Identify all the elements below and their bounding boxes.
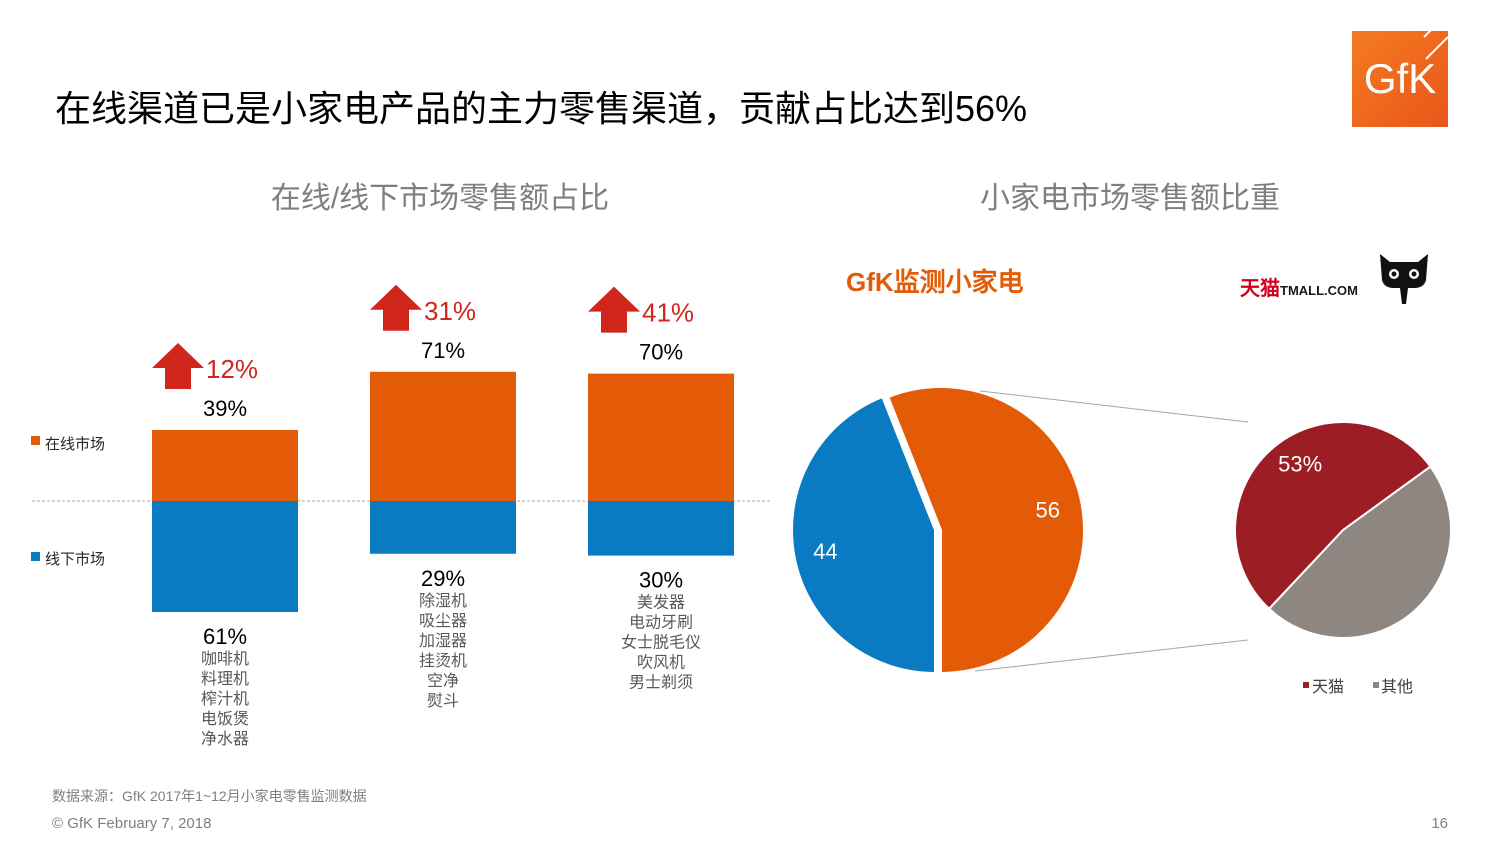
category-item-label: 女士脱毛仪 <box>621 633 701 652</box>
pie-slice-other <box>1267 465 1452 639</box>
source-note: 数据来源：GfK 2017年1~12月小家电零售监测数据 <box>52 788 367 804</box>
right-panel-subtitle: GfK监测小家电 <box>846 267 1024 297</box>
growth-arrow-icon <box>588 286 640 333</box>
category-item-label: 电饭煲 <box>201 710 249 728</box>
connector-line-top <box>979 390 1249 423</box>
pie-gfk-small-appliance: 56 44 <box>791 386 1085 675</box>
legend-online-swatch <box>31 436 40 445</box>
pie-label-tmall: 53% <box>1278 451 1322 476</box>
offline-value-label: 29% <box>421 566 465 591</box>
slide-title: 在线渠道已是小家电产品的主力零售渠道，贡献占比达到56% <box>55 88 1028 129</box>
page-number: 16 <box>1431 815 1448 832</box>
offline-value-label: 61% <box>203 624 247 649</box>
category-item-label: 吹风机 <box>637 654 685 672</box>
category-item-label: 空净 <box>427 672 459 690</box>
connector-line-bottom <box>974 639 1249 672</box>
pie-label-offline: 44 <box>813 539 837 564</box>
pie-slice-tmall <box>1234 421 1432 611</box>
category-item-label: 咖啡机 <box>201 650 249 668</box>
legend-other-swatch <box>1373 682 1379 688</box>
footer-copyright: © GfK February 7, 2018 <box>52 815 212 832</box>
pie-label-online: 56 <box>1036 498 1060 523</box>
left-panel-title: 在线/线下市场零售额占比 <box>270 182 610 215</box>
pie-tmall-share: 53% <box>1234 421 1452 639</box>
growth-label: 12% <box>206 354 258 384</box>
category-item-label: 加湿器 <box>419 632 467 650</box>
legend-offline-swatch <box>31 552 40 561</box>
bar-online <box>152 430 298 501</box>
tmall-logo-latin: TMALL.COM <box>1280 283 1358 298</box>
bar-offline <box>370 501 516 554</box>
legend-online-label: 在线市场 <box>45 436 105 453</box>
legend-tmall-label: 天猫 <box>1312 678 1344 696</box>
right-panel-title: 小家电市场零售额比重 <box>980 182 1280 215</box>
growth-label: 31% <box>424 296 476 326</box>
tmall-cat-icon <box>1380 254 1428 304</box>
category-item-label: 挂烫机 <box>419 652 467 670</box>
category-item-label: 熨斗 <box>427 691 459 710</box>
category-item-label: 男士剃须 <box>629 674 693 692</box>
growth-label: 41% <box>642 298 694 328</box>
tmall-logo-text: 天猫 <box>1240 278 1280 300</box>
pie-charts: 56 44 53% 天猫 其他 <box>791 386 1452 696</box>
category-item-label: 除湿机 <box>419 592 467 610</box>
category-item-label: 美发器 <box>637 594 685 612</box>
legend-tmall-swatch <box>1303 682 1309 688</box>
bar-online <box>370 371 516 501</box>
category-item-label: 吸尘器 <box>419 612 467 630</box>
category-item-label: 净水器 <box>201 730 249 748</box>
pie-slice-offline <box>791 395 936 675</box>
growth-arrow-icon <box>370 284 422 331</box>
online-value-label: 71% <box>421 338 465 363</box>
bar-online <box>588 373 734 501</box>
gfk-logo: GfK <box>1352 31 1448 127</box>
online-value-label: 70% <box>639 340 683 365</box>
online-value-label: 39% <box>203 396 247 421</box>
growth-arrow-icon <box>152 343 204 390</box>
tmall-logo: 天猫TMALL.COM <box>1240 272 1358 301</box>
pie-slice-online <box>887 386 1085 675</box>
category-item-label: 电动牙刷 <box>629 614 693 632</box>
legend-other-label: 其他 <box>1381 678 1413 696</box>
offline-value-label: 30% <box>639 568 683 593</box>
legend-offline-label: 线下市场 <box>45 551 105 568</box>
bar-offline <box>588 501 734 556</box>
bar-offline <box>152 501 298 613</box>
category-item-label: 料理机 <box>201 670 249 688</box>
category-item-label: 榨汁机 <box>201 690 249 708</box>
gfk-logo-lines <box>1423 31 1448 60</box>
gfk-logo-text: GfK <box>1363 55 1437 102</box>
